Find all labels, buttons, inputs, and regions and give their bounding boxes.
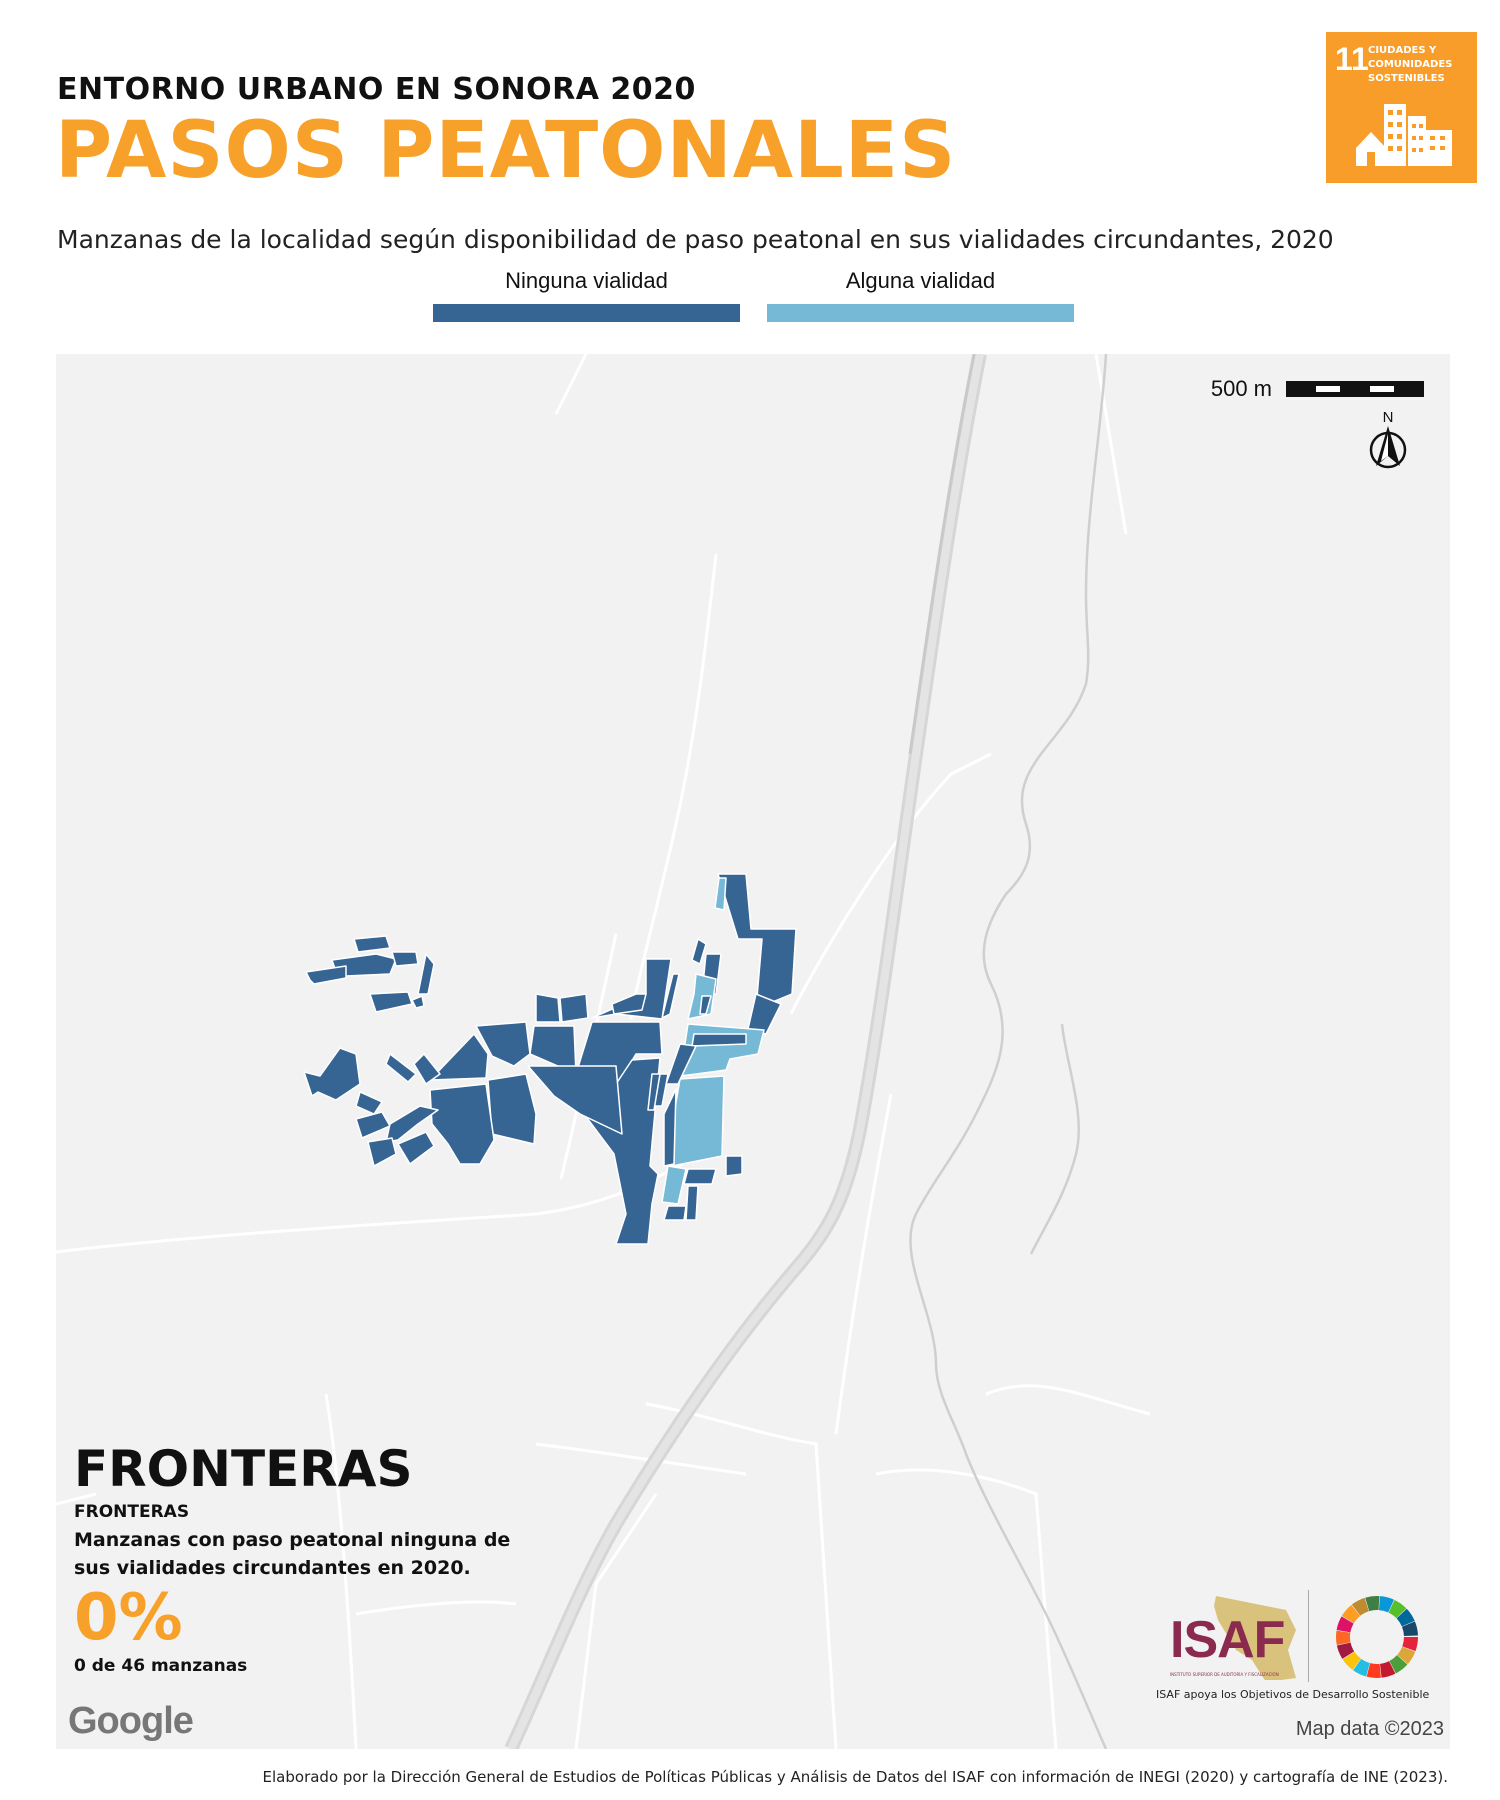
block-ninguna <box>417 953 435 995</box>
map-canvas[interactable]: 500 m N FRONTERAS FRONTERAS Manzanas con… <box>56 354 1450 1749</box>
sonora-map-icon <box>1214 1596 1296 1680</box>
block-ninguna <box>385 1105 439 1143</box>
north-arrow-icon: N <box>1369 409 1407 469</box>
block-ninguna <box>699 995 712 1015</box>
block-ninguna <box>429 1083 495 1165</box>
block-ninguna <box>717 873 797 1010</box>
block-ninguna <box>559 993 589 1023</box>
block-ninguna <box>487 1073 537 1145</box>
isaf-logo: ISAF <box>1170 1611 1285 1669</box>
block-ninguna <box>355 1091 383 1115</box>
block-alguna <box>714 877 727 911</box>
block-ninguna <box>665 1043 697 1085</box>
legend-swatch-ninguna <box>433 304 740 322</box>
legend-item-ninguna: Ninguna vialidad <box>433 268 740 322</box>
sdg-number: 11 <box>1335 41 1369 77</box>
sdg-wheel-icon <box>1336 1596 1418 1678</box>
isaf-full-name: INSTITUTO SUPERIOR DE AUDITORÍA Y FISCAL… <box>1170 1672 1279 1677</box>
place-name-small: FRONTERAS <box>74 1502 190 1522</box>
block-ninguna <box>663 1205 687 1221</box>
block-ninguna <box>303 1047 361 1101</box>
page-title: PASOS PEATONALES <box>55 106 957 196</box>
block-ninguna <box>369 991 413 1013</box>
block-ninguna <box>397 1131 435 1165</box>
scale-bar-graphic <box>1286 381 1424 397</box>
block-ninguna <box>355 1111 391 1139</box>
sdg-text: CIUDADES Y COMUNIDADES SOSTENIBLES <box>1368 45 1453 84</box>
block-ninguna <box>691 1033 747 1047</box>
block-ninguna <box>385 1053 417 1083</box>
block-ninguna <box>305 965 347 985</box>
urban-blocks <box>303 873 797 1245</box>
scale-bar: 500 m <box>1211 376 1424 402</box>
google-logo: Google <box>68 1700 194 1742</box>
block-ninguna <box>353 935 391 953</box>
legend-item-alguna: Alguna vialidad <box>767 268 1074 322</box>
block-ninguna <box>747 993 782 1035</box>
block-ninguna <box>411 995 425 1009</box>
sdg11-badge: 11 CIUDADES Y COMUNIDADES SOSTENIBLES <box>1326 32 1477 183</box>
block-ninguna <box>725 1155 743 1177</box>
isaf-logo-block: ISAF INSTITUTO SUPERIOR DE AUDITORÍA Y F… <box>1156 1590 1446 1701</box>
block-ninguna <box>611 993 647 1015</box>
isaf-tagline: ISAF apoya los Objetivos de Desarrollo S… <box>1156 1688 1430 1701</box>
block-alguna <box>661 1165 687 1205</box>
block-ninguna <box>683 1168 717 1185</box>
block-ninguna <box>527 1065 623 1135</box>
scale-label: 500 m <box>1210 376 1272 401</box>
map-attribution: Map data ©2023 <box>1295 1718 1444 1740</box>
block-ninguna <box>391 951 419 967</box>
legend-label-alguna: Alguna vialidad <box>845 268 996 293</box>
block-ninguna <box>367 1137 397 1167</box>
block-alguna <box>671 1075 725 1167</box>
north-label: N <box>1383 409 1394 426</box>
block-ninguna <box>691 938 707 965</box>
kicker-title: ENTORNO URBANO EN SONORA 2020 <box>57 72 696 107</box>
block-ninguna <box>475 1021 531 1067</box>
block-ninguna <box>429 1033 489 1081</box>
block-ninguna <box>661 973 680 1019</box>
city-buildings-icon <box>1356 104 1452 166</box>
block-ninguna <box>535 993 561 1023</box>
footer-credit: Elaborado por la Dirección General de Es… <box>262 1768 1448 1786</box>
block-ninguna <box>647 1073 661 1111</box>
block-ninguna <box>663 1088 677 1167</box>
place-panel: FRONTERAS FRONTERAS Manzanas con paso pe… <box>74 1444 514 1676</box>
legend-label-ninguna: Ninguna vialidad <box>505 268 668 293</box>
logo-divider <box>1308 1590 1309 1682</box>
place-description: Manzanas con paso peatonal ninguna de su… <box>74 1529 511 1579</box>
legend-swatch-alguna <box>767 304 1074 322</box>
map-base <box>56 354 1151 1749</box>
block-ninguna <box>413 1053 441 1085</box>
page-subtitle: Manzanas de la localidad según disponibi… <box>57 225 1334 254</box>
block-ninguna <box>685 1185 699 1221</box>
place-percent: 0% <box>74 1581 183 1655</box>
place-name: FRONTERAS <box>74 1440 413 1498</box>
place-count: 0 de 46 manzanas <box>74 1656 248 1676</box>
